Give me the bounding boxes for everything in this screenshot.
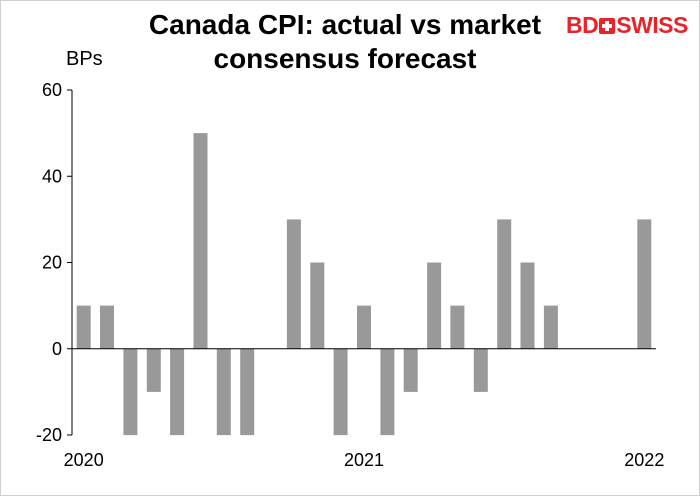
bar-20 <box>543 305 558 349</box>
bar-0 <box>76 305 91 349</box>
bar-18 <box>497 219 512 349</box>
y-tick-label-40: 40 <box>42 166 62 186</box>
bar-16 <box>450 305 465 349</box>
y-axis-label: BPs <box>66 48 103 70</box>
bar-6 <box>216 348 231 436</box>
y-tick-label-0: 0 <box>52 339 62 359</box>
bar-17 <box>473 348 488 392</box>
y-tick-label-60: 60 <box>42 80 62 100</box>
y-tick-label-20: 20 <box>42 253 62 273</box>
bar-19 <box>520 262 535 349</box>
logo-text-right: SWISS <box>616 12 688 38</box>
bar-3 <box>146 348 161 392</box>
bar-5 <box>193 133 208 349</box>
bar-4 <box>170 348 185 436</box>
bar-11 <box>333 348 348 436</box>
chart-title-line1: Canada CPI: actual vs market <box>148 9 542 40</box>
bar-7 <box>240 348 255 436</box>
bar-2 <box>123 348 138 436</box>
bar-10 <box>310 262 325 349</box>
x-tick-label-2022: 2022 <box>624 450 664 470</box>
y-tick-label--20: -20 <box>36 425 62 445</box>
bar-24 <box>637 219 652 349</box>
bar-9 <box>286 219 301 349</box>
x-tick-label-2021: 2021 <box>344 450 384 470</box>
x-tick-label-2020: 2020 <box>64 450 104 470</box>
chart-title-line2: consensus forecast <box>213 43 477 74</box>
bar-13 <box>380 348 395 436</box>
chart-title: Canada CPI: actual vs market consensus f… <box>110 8 580 76</box>
swiss-cross-icon <box>599 17 616 34</box>
logo-text-left: BD <box>566 12 599 38</box>
bar-1 <box>100 305 114 349</box>
bar-15 <box>427 262 442 349</box>
bdswiss-logo: BD SWISS <box>566 12 688 39</box>
bar-14 <box>403 348 418 392</box>
bar-12 <box>357 305 371 349</box>
